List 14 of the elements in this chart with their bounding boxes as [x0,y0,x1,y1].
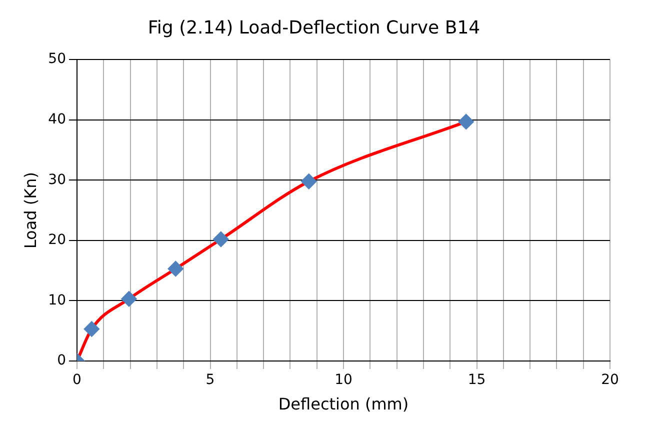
x-tick-label: 0 [72,372,82,388]
chart-title: Fig (2.14) Load-Deflection Curve B14 [148,17,480,38]
x-tick-label: 10 [334,372,352,388]
y-tick-label: 0 [57,352,66,369]
y-tick-label: 40 [48,112,66,128]
y-tick-label: 30 [48,172,66,188]
y-tick-label: 10 [48,292,66,308]
y-tick-label: 20 [48,232,66,248]
x-tick-label: 15 [468,372,486,388]
y-tick-label: 50 [48,51,66,68]
x-tick-label: 20 [601,372,619,388]
y-axis-title: Load (Kn) [20,172,40,249]
x-axis-title: Deflection (mm) [278,394,409,414]
x-tick-label: 5 [206,372,215,388]
